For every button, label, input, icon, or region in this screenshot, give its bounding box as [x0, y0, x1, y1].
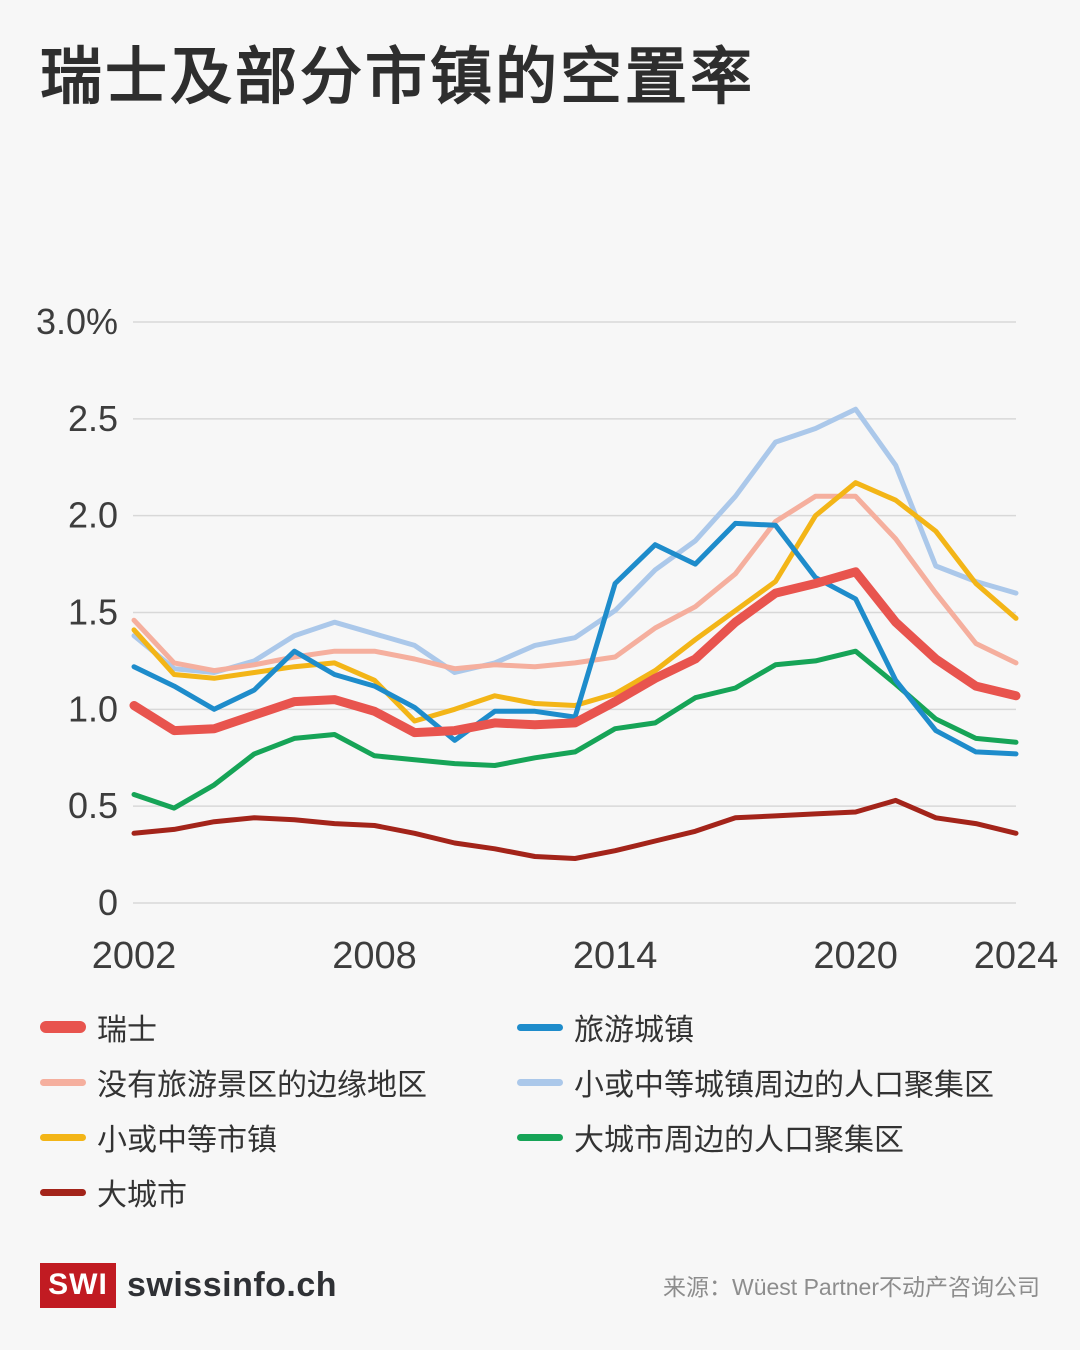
y-axis-label: 1.5 — [68, 592, 118, 633]
legend-label: 小或中等城镇周边的人口聚集区 — [574, 1069, 994, 1102]
legend-label: 大城市 — [97, 1179, 187, 1212]
legend-label: 没有旅游景区的边缘地区 — [97, 1069, 427, 1102]
legend-label: 瑞士 — [97, 1014, 157, 1047]
line-agglomerations-small-medium-towns — [131, 406, 1019, 675]
footer: SWI swissinfo.ch 来源：Wüest Partner不动产咨询公司 — [40, 1262, 1040, 1308]
legend-swatch-tourist-towns — [517, 1023, 563, 1031]
legend-label: 大城市周边的人口聚集区 — [574, 1124, 904, 1157]
line-switzerland — [129, 567, 1021, 738]
legend-item-tourist-towns: 旅游城镇 — [517, 1010, 1050, 1047]
legend-swatch-agglomerations-large-cities — [517, 1133, 563, 1141]
y-axis-label: 3.0% — [36, 301, 118, 342]
vacancy-rate-line-chart: 3.0% 2.5 2.0 1.5 1.0 0.5 0 2002 2008 2014 2020 2024 — [36, 301, 1059, 977]
legend-item-agglomerations-large-cities: 大城市周边的人口聚集区 — [517, 1120, 1050, 1157]
y-axis-label: 2.5 — [68, 398, 118, 439]
line-peripheral-regions-without-tourism — [131, 493, 1019, 674]
x-axis-label: 2020 — [813, 935, 898, 977]
brand-wordmark: swissinfo.ch — [127, 1265, 338, 1304]
legend-item-small-medium-towns: 小或中等市镇 — [40, 1120, 517, 1157]
line-tourist-towns — [131, 520, 1019, 757]
x-axis-label: 2014 — [573, 935, 658, 977]
swi-logo: SWI — [40, 1262, 116, 1308]
y-axis-label: 0 — [98, 882, 118, 923]
y-axis-label: 0.5 — [68, 785, 118, 826]
x-axis-label: 2002 — [92, 935, 177, 977]
source-credit: 来源：Wüest Partner不动产咨询公司 — [663, 1274, 1040, 1300]
legend-swatch-switzerland — [40, 1021, 86, 1033]
line-large-cities — [131, 797, 1019, 861]
legend-label: 旅游城镇 — [574, 1014, 694, 1047]
y-axis-label: 2.0 — [68, 495, 118, 536]
chart-legend: 瑞士 旅游城镇 没有旅游景区的边缘地区 小或中等城镇周边的人口聚集区 小或中等市镇 大城市… — [40, 1010, 1050, 1212]
legend-swatch-peripheral-regions-without-tourism — [40, 1078, 86, 1086]
chart-title: 瑞士及部分市镇的空置率 — [40, 43, 756, 112]
line-small-medium-towns — [131, 480, 1019, 724]
legend-swatch-small-medium-towns — [40, 1133, 86, 1141]
legend-swatch-large-cities — [40, 1188, 86, 1196]
legend-item-switzerland: 瑞士 — [40, 1010, 517, 1047]
legend-item-large-cities: 大城市 — [40, 1175, 517, 1212]
legend-label: 小或中等市镇 — [97, 1124, 277, 1157]
legend-item-peripheral-regions-without-tourism: 没有旅游景区的边缘地区 — [40, 1065, 517, 1102]
y-axis-label: 1.0 — [68, 688, 118, 729]
line-agglomerations-large-cities — [131, 648, 1019, 811]
legend-swatch-agglomerations-small-medium-towns — [517, 1078, 563, 1086]
legend-item-agglomerations-small-medium-towns: 小或中等城镇周边的人口聚集区 — [517, 1065, 1050, 1102]
x-axis-label: 2024 — [974, 935, 1059, 977]
x-axis-label: 2008 — [332, 935, 417, 977]
